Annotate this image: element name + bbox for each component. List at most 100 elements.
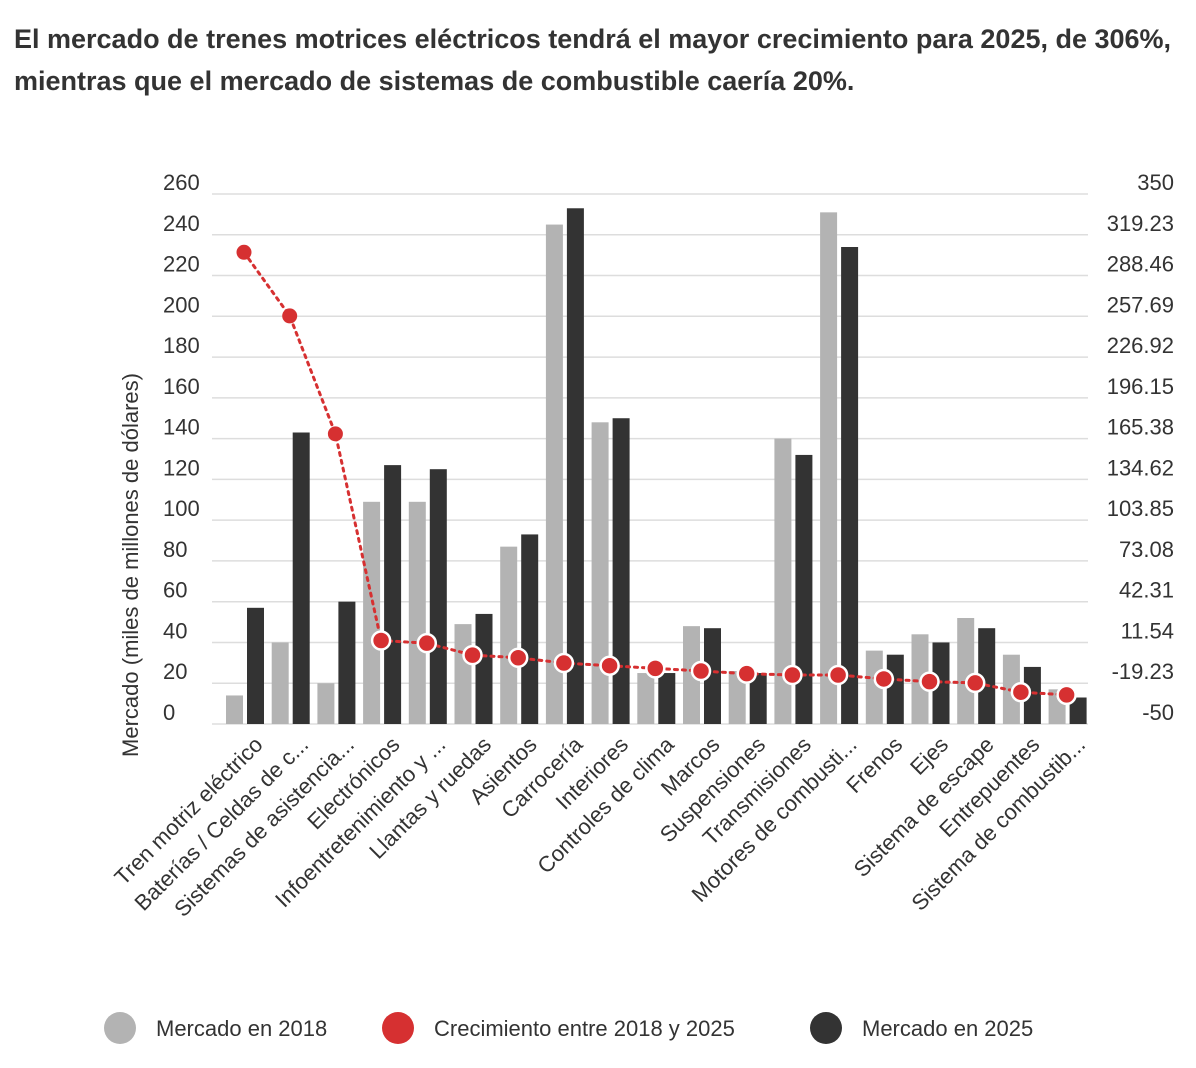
bar-2025[interactable]	[338, 601, 356, 724]
bar-2018[interactable]	[728, 671, 746, 724]
bar-2018[interactable]	[454, 624, 472, 724]
left-tick-label: 240	[163, 211, 200, 236]
growth-point[interactable]	[462, 644, 483, 666]
legend-item-2025[interactable]: Mercado en 2025	[810, 1012, 1033, 1044]
bar-2025[interactable]	[658, 673, 676, 724]
left-tick-label: 200	[163, 292, 200, 317]
growth-point[interactable]	[827, 664, 849, 686]
growth-line	[236, 244, 1077, 706]
right-tick-label: 103.85	[1107, 496, 1174, 521]
bar-2018[interactable]	[865, 650, 883, 724]
bar-2018[interactable]	[591, 422, 609, 724]
bar-2018[interactable]	[500, 546, 518, 724]
bar-2025[interactable]	[247, 607, 264, 724]
growth-point[interactable]	[1010, 681, 1032, 703]
growth-point[interactable]	[236, 244, 252, 260]
y-axis-title: Mercado (miles de millones de dólares)	[118, 373, 143, 757]
bar-2025[interactable]	[292, 432, 310, 725]
legend-swatch	[382, 1012, 414, 1044]
bar-2025[interactable]	[521, 534, 539, 724]
bar-series	[226, 208, 1087, 725]
growth-point[interactable]	[370, 630, 392, 651]
left-tick-label: 220	[163, 252, 200, 277]
bar-2025[interactable]	[886, 654, 904, 724]
left-tick-label: 40	[163, 618, 187, 643]
right-tick-label: 11.54	[1121, 618, 1174, 643]
right-tick-label: 73.08	[1119, 537, 1174, 562]
growth-point[interactable]	[553, 652, 575, 674]
bar-2018[interactable]	[820, 212, 838, 724]
bar-2025[interactable]	[566, 208, 584, 724]
right-tick-label: 42.31	[1119, 578, 1174, 603]
chart-title: El mercado de trenes motrices eléctricos…	[14, 24, 1172, 96]
growth-point[interactable]	[416, 632, 438, 654]
growth-point[interactable]	[507, 647, 529, 668]
left-y-axis: 0 20 40 60 80 100 120 140 160 180 200 220 240 260	[163, 170, 200, 725]
legend[interactable]: Mercado en 2018 Crecimiento entre 2018 y …	[104, 1012, 1033, 1044]
growth-point[interactable]	[736, 663, 757, 684]
bar-2025[interactable]	[384, 465, 402, 724]
bar-2025[interactable]	[749, 673, 767, 724]
left-tick-label: 160	[163, 374, 200, 399]
bar-2025[interactable]	[1069, 697, 1087, 725]
legend-swatch	[810, 1012, 842, 1044]
growth-point[interactable]	[964, 672, 986, 694]
bar-2018[interactable]	[545, 224, 563, 725]
left-tick-label: 140	[163, 415, 200, 440]
growth-point[interactable]	[599, 655, 620, 676]
left-tick-label: 60	[163, 578, 187, 603]
legend-item-2018[interactable]: Mercado en 2018	[104, 1012, 327, 1044]
bar-2018[interactable]	[317, 683, 335, 724]
growth-point[interactable]	[645, 658, 666, 679]
left-tick-label: 260	[163, 170, 200, 195]
left-tick-label: 80	[163, 537, 187, 562]
right-tick-label: 165.38	[1107, 415, 1174, 440]
bar-2018[interactable]	[271, 642, 289, 724]
right-y-axis: -50 -19.23 11.54 42.31 73.08 103.85 134.62 165.…	[1107, 170, 1174, 725]
growth-point[interactable]	[327, 426, 343, 442]
right-tick-label: 196.15	[1107, 374, 1174, 399]
bar-2018[interactable]	[408, 501, 426, 724]
bar-2018[interactable]	[226, 695, 243, 724]
right-tick-label: -50	[1142, 700, 1174, 725]
right-tick-label: -19.23	[1112, 659, 1174, 684]
right-tick-label: 257.69	[1107, 292, 1174, 317]
bar-2025[interactable]	[704, 628, 721, 724]
right-tick-label: 226.92	[1107, 333, 1174, 358]
bar-2018[interactable]	[637, 673, 655, 724]
legend-label: Mercado en 2025	[862, 1016, 1033, 1041]
left-tick-label: 20	[163, 659, 187, 684]
left-tick-label: 100	[163, 496, 200, 521]
right-tick-label: 134.62	[1107, 455, 1174, 480]
left-tick-label: 0	[163, 700, 175, 725]
legend-label: Crecimiento entre 2018 y 2025	[434, 1016, 735, 1041]
legend-label: Mercado en 2018	[156, 1016, 327, 1041]
right-tick-label: 319.23	[1107, 211, 1174, 236]
right-tick-label: 288.46	[1107, 252, 1174, 277]
legend-item-growth[interactable]: Crecimiento entre 2018 y 2025	[382, 1012, 735, 1044]
bar-2018[interactable]	[774, 438, 792, 724]
bar-2018[interactable]	[683, 626, 700, 724]
gridlines	[212, 193, 1088, 725]
bar-2025[interactable]	[978, 628, 996, 724]
growth-point[interactable]	[1056, 684, 1077, 706]
growth-point[interactable]	[873, 668, 895, 690]
bar-2025[interactable]	[795, 454, 813, 724]
bar-2018[interactable]	[957, 618, 975, 724]
left-tick-label: 120	[163, 455, 200, 480]
bar-2025[interactable]	[429, 469, 447, 724]
growth-point[interactable]	[690, 660, 712, 682]
right-tick-label: 350	[1137, 170, 1174, 195]
bar-2025[interactable]	[475, 613, 493, 724]
growth-point[interactable]	[282, 308, 298, 324]
bar-2025[interactable]	[612, 418, 630, 724]
bar-2025[interactable]	[841, 247, 859, 724]
bar-2025[interactable]	[1023, 666, 1041, 724]
growth-point[interactable]	[919, 671, 940, 692]
left-tick-label: 180	[163, 333, 200, 358]
legend-swatch	[104, 1012, 136, 1044]
growth-point[interactable]	[782, 664, 803, 686]
bar-2018[interactable]	[363, 501, 381, 724]
